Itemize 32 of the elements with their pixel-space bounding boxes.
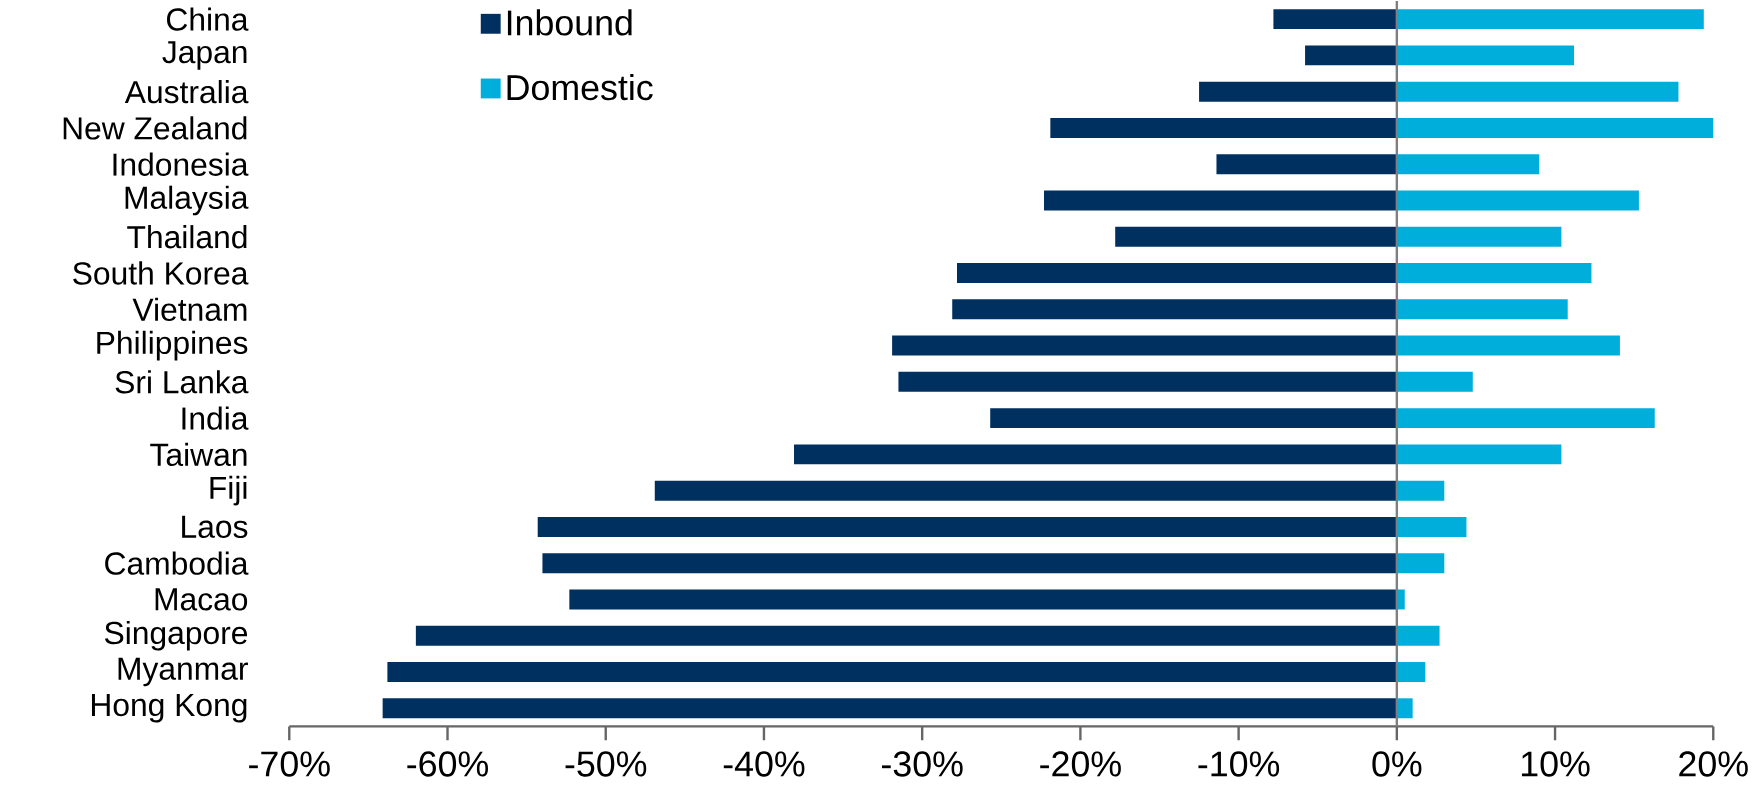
y-tick-label: Fiji — [210, 475, 247, 506]
x-tick-label: 0% — [1372, 751, 1422, 777]
x-tick-label: -10% — [1198, 751, 1280, 777]
y-tick-label: New Zealand — [63, 116, 247, 140]
y-tick-label: Macao — [155, 588, 248, 611]
x-tick-label: -30% — [882, 751, 963, 777]
y-tick-label: China — [167, 7, 249, 31]
x-tick-label: -20% — [1040, 751, 1121, 777]
legend-label: Domestic — [507, 74, 653, 101]
x-tick-label: 10% — [1521, 751, 1590, 777]
y-tick-label: Taiwan — [150, 442, 247, 467]
legend-label: Inbound — [507, 9, 632, 36]
y-tick-label: Philippines — [97, 330, 248, 361]
y-tick-label: Malaysia — [125, 185, 249, 216]
x-tick-label: -70% — [249, 751, 330, 777]
y-tick-label: Singapore — [104, 620, 248, 651]
y-tick-label: Japan — [162, 41, 247, 70]
y-tick-label: Cambodia — [105, 551, 249, 575]
y-tick-label: Indonesia — [113, 152, 249, 176]
y-tick-label: Thailand — [127, 225, 247, 249]
x-tick-label: -50% — [565, 751, 647, 777]
y-tick-label: South Korea — [73, 261, 249, 285]
x-tick-label: 20% — [1679, 751, 1748, 777]
y-tick-label: India — [182, 406, 249, 430]
y-tick-label: Hong Kong — [91, 694, 247, 723]
y-tick-label: Laos — [182, 515, 248, 539]
y-tick-label: Vietnam — [132, 297, 247, 321]
y-tick-label: Sri Lanka — [115, 370, 249, 394]
x-tick-label: -40% — [723, 751, 805, 777]
x-tick-label: -60% — [407, 751, 488, 777]
y-tick-label: Australia — [124, 80, 249, 104]
y-tick-label: Myanmar — [118, 657, 248, 687]
